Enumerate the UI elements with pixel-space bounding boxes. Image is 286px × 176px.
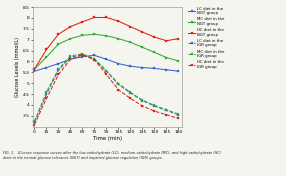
- X-axis label: Time (min): Time (min): [93, 136, 122, 141]
- Y-axis label: Glucose Levels (mmol/L): Glucose Levels (mmol/L): [15, 37, 19, 97]
- Legend: LC diet in the
NGT group, MC diet in the
NGT group, HC diet in the
NGT group, LC: LC diet in the NGT group, MC diet in the…: [188, 7, 224, 69]
- Text: FIG. 1.   Glucose response curves after the low-carbohydrate (LC), medium-carboh: FIG. 1. Glucose response curves after th…: [3, 151, 221, 160]
